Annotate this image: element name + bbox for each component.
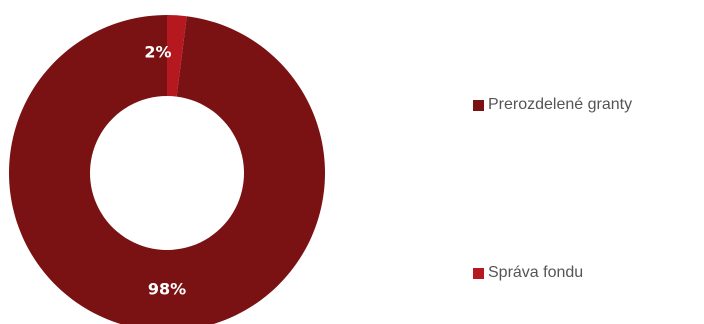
legend-item-granty: Prerozdelené granty <box>473 96 632 114</box>
legend-item-sprava: Správa fondu <box>473 264 583 282</box>
legend-label-sprava: Správa fondu <box>488 264 584 281</box>
legend-swatch-granty <box>473 99 484 111</box>
data-label-granty: 98% <box>148 280 186 299</box>
legend-label-granty: Prerozdelené granty <box>488 96 633 113</box>
slice-sprava-fondu <box>167 15 187 97</box>
slice-prerozdelene-granty <box>9 15 325 324</box>
data-label-sprava: 2% <box>144 43 171 62</box>
legend-swatch-sprava <box>473 267 484 279</box>
